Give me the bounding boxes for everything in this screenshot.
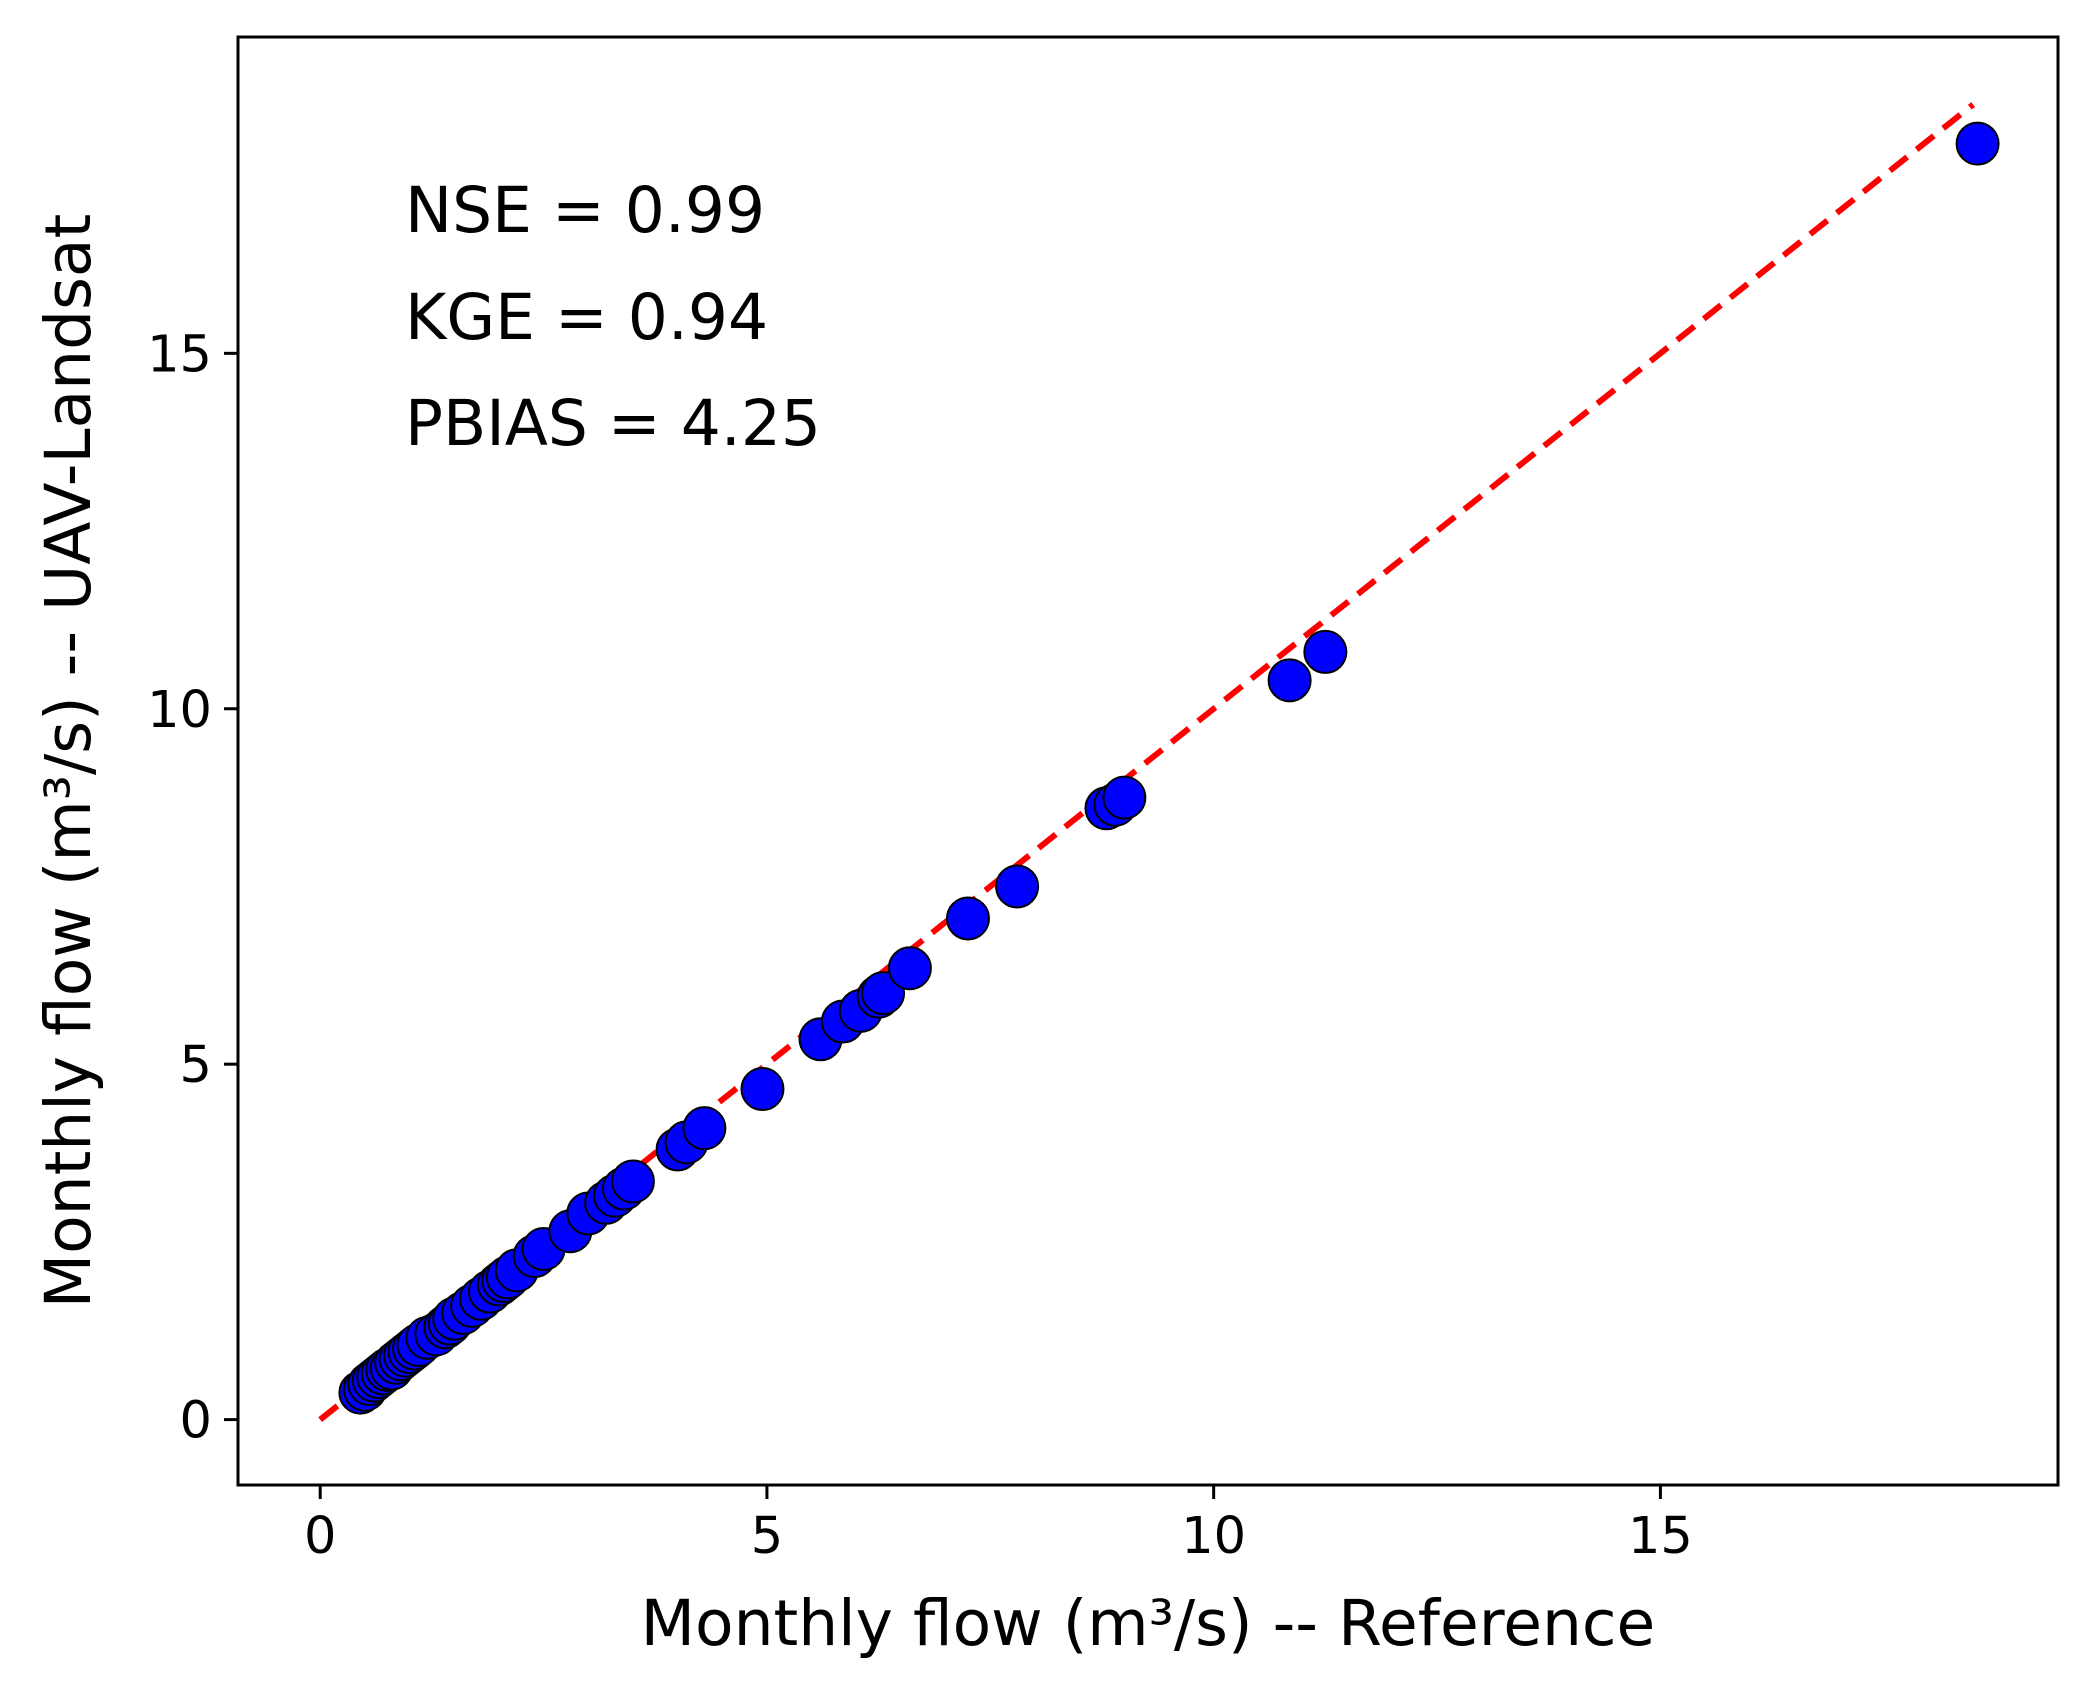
x-axis-ticks: 0 5 10 15 bbox=[304, 1485, 1693, 1566]
y-tick-label: 5 bbox=[180, 1036, 212, 1095]
x-tick-label: 5 bbox=[751, 1507, 783, 1566]
y-tick-label: 10 bbox=[147, 681, 212, 740]
scatter-point bbox=[1267, 658, 1312, 703]
scatter-point bbox=[740, 1067, 785, 1112]
scatter-point bbox=[887, 946, 932, 991]
plot-frame bbox=[236, 35, 2060, 1487]
scatter-point bbox=[945, 896, 990, 941]
y-axis-ticks: 0 5 10 15 bbox=[147, 325, 238, 1451]
x-tick-label: 0 bbox=[304, 1507, 336, 1566]
scatter-point bbox=[995, 864, 1040, 909]
x-tick-label: 15 bbox=[1628, 1507, 1693, 1566]
y-tick-label: 0 bbox=[180, 1392, 212, 1451]
pbias-annotation: PBIAS = 4.25 bbox=[405, 387, 821, 460]
nse-annotation: NSE = 0.99 bbox=[405, 174, 765, 247]
scatter-point bbox=[1303, 629, 1348, 674]
x-tick-label: 10 bbox=[1181, 1507, 1246, 1566]
scatter-point bbox=[1102, 775, 1147, 820]
points-layer bbox=[338, 121, 2000, 1415]
y-axis-label: Monthly flow (m³/s) -- UAV-Landsat bbox=[32, 214, 105, 1308]
scatter-point bbox=[682, 1106, 727, 1151]
y-tick-label: 15 bbox=[147, 325, 212, 384]
kge-annotation: KGE = 0.94 bbox=[405, 281, 768, 354]
scatter-point bbox=[610, 1159, 655, 1204]
x-axis-label: Monthly flow (m³/s) -- Reference bbox=[641, 1587, 1656, 1660]
scatter-point bbox=[1955, 121, 2000, 166]
